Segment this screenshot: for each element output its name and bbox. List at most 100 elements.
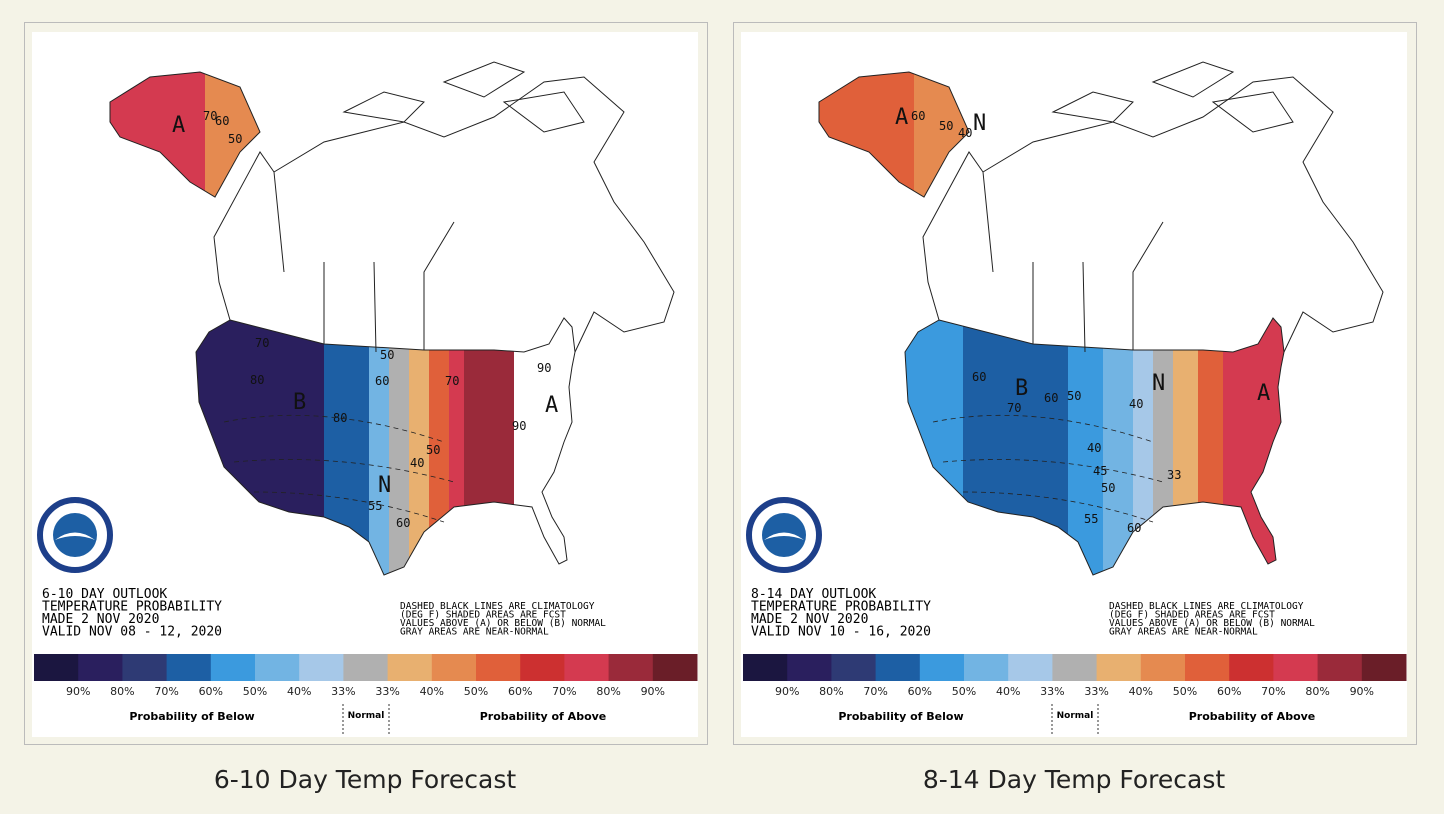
legend-swatch	[1317, 654, 1363, 681]
legend-swatch	[1361, 654, 1407, 681]
note-text: VALUES ABOVE (A) OR BELOW (B) NORMAL	[1109, 618, 1315, 629]
outlook-text: VALID NOV 08 - 12, 2020	[42, 625, 222, 640]
legend-swatch	[387, 654, 433, 681]
probability-region	[429, 318, 449, 575]
alaska-outline	[818, 71, 970, 198]
canada-outline	[922, 76, 1384, 353]
legend-tick: 60%	[199, 685, 223, 698]
legend-tick: 50%	[464, 685, 488, 698]
legend-normal: Normal	[1057, 711, 1094, 721]
outlook-text: MADE 2 NOV 2020	[42, 612, 159, 627]
legend-above: Probability of Above	[480, 710, 607, 723]
legend-tick: 40%	[287, 685, 311, 698]
map-label: 80	[250, 373, 264, 387]
map-label: 60	[1044, 391, 1058, 405]
map-label: 50	[380, 348, 394, 362]
legend-tick: 50%	[952, 685, 976, 698]
map-label: B	[1015, 376, 1028, 401]
arctic-islands	[342, 61, 585, 133]
legend-tick: 90%	[641, 685, 665, 698]
map-label: 50	[1101, 481, 1115, 495]
legend-swatch	[78, 654, 123, 681]
note-text: DASHED BLACK LINES ARE CLIMATOLOGY	[1109, 601, 1304, 612]
us-outline	[904, 317, 1285, 576]
map-label: 90	[537, 361, 551, 375]
map-label: 40	[1087, 441, 1101, 455]
legend-tick: 90%	[66, 685, 90, 698]
legend-tick: 70%	[863, 685, 887, 698]
map-label: 70	[1007, 401, 1021, 415]
outlook-text: MADE 2 NOV 2020	[751, 612, 868, 627]
note-text: GRAY AREAS ARE NEAR-NORMAL	[400, 627, 549, 638]
legend-swatch	[1185, 654, 1230, 681]
legend-swatch	[652, 654, 698, 681]
legend-swatch	[1140, 654, 1186, 681]
legend-swatch	[875, 654, 921, 681]
legend-tick: 90%	[775, 685, 799, 698]
note-text: (DEG F) SHADED AREAS ARE FCST	[1109, 610, 1275, 621]
outlook-text: 6-10 DAY OUTLOOK	[42, 587, 167, 602]
legend-tick: 80%	[110, 685, 134, 698]
note-text: DASHED BLACK LINES ARE CLIMATOLOGY	[400, 601, 595, 612]
arctic-islands	[1051, 61, 1294, 133]
outlook-text: 8-14 DAY OUTLOOK	[751, 587, 876, 602]
legend-tick: 40%	[996, 685, 1020, 698]
map-label: 70	[203, 109, 217, 123]
legend-tick: 33%	[331, 685, 355, 698]
noaa-logo-bird	[55, 532, 95, 540]
map-label: 55	[1084, 512, 1098, 526]
caption: 8-14 Day Temp Forecast	[923, 765, 1226, 794]
legend-swatch	[299, 654, 344, 681]
legend-tick: 70%	[552, 685, 576, 698]
outlook-text: TEMPERATURE PROBABILITY	[751, 600, 931, 615]
outlook-text: TEMPERATURE PROBABILITY	[42, 600, 222, 615]
map-label: A	[545, 393, 558, 418]
legend-swatch	[1008, 654, 1053, 681]
legend-normal: Normal	[348, 711, 385, 721]
legend-tick: 60%	[1217, 685, 1241, 698]
legend-tick: 50%	[243, 685, 267, 698]
legend-above: Probability of Above	[1189, 710, 1316, 723]
legend-tick: 50%	[1173, 685, 1197, 698]
canada-outline	[213, 76, 675, 353]
legend-swatch	[122, 654, 168, 681]
legend-tick: 33%	[1084, 685, 1108, 698]
legend-swatch	[1096, 654, 1142, 681]
note-text: (DEG F) SHADED AREAS ARE FCST	[400, 610, 566, 621]
note-text: VALUES ABOVE (A) OR BELOW (B) NORMAL	[400, 618, 606, 629]
legend-below: Probability of Below	[129, 710, 254, 723]
legend-tick: 33%	[375, 685, 399, 698]
legend-swatch	[787, 654, 832, 681]
map-label: 60	[911, 109, 925, 123]
map-label: N	[1152, 371, 1165, 396]
legend-swatch	[964, 654, 1009, 681]
probability-region	[369, 318, 389, 575]
legend-swatch	[34, 654, 79, 681]
map-label: N	[973, 111, 986, 136]
noaa-logo-bird	[764, 532, 804, 540]
legend-tick: 80%	[596, 685, 620, 698]
map-label: B	[293, 390, 306, 415]
map-label: 70	[255, 336, 269, 350]
map-label: 60	[972, 370, 986, 384]
legend-swatch	[476, 654, 521, 681]
map-label: 60	[396, 516, 410, 530]
legend-swatch	[831, 654, 877, 681]
legend-tick: 90%	[1350, 685, 1374, 698]
legend-tick: 33%	[1040, 685, 1064, 698]
map-label: 50	[426, 443, 440, 457]
legend-swatch	[743, 654, 788, 681]
map-label: 50	[939, 119, 953, 133]
map-label: 40	[958, 126, 972, 140]
map-label: 55	[368, 499, 382, 513]
note-text: GRAY AREAS ARE NEAR-NORMAL	[1109, 627, 1258, 638]
map-label: A	[895, 105, 908, 130]
legend-swatch	[520, 654, 565, 681]
legend-tick: 60%	[508, 685, 532, 698]
outlook-text: VALID NOV 10 - 16, 2020	[751, 625, 931, 640]
legend-swatch	[919, 654, 965, 681]
